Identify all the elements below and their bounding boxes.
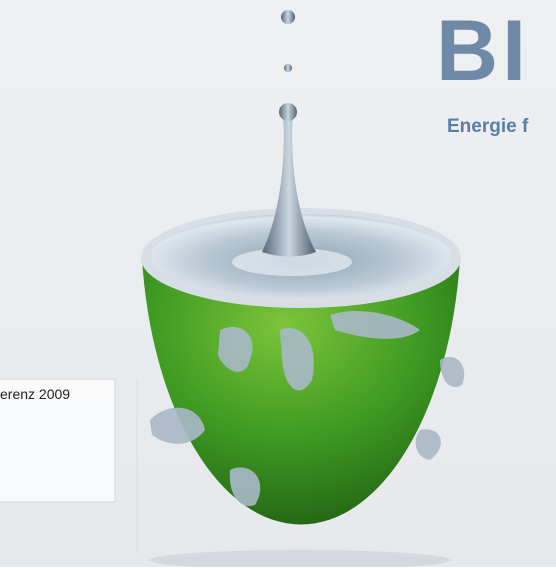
globe [141, 10, 465, 570]
continents [150, 310, 465, 506]
splash-column [262, 115, 316, 257]
ripple [232, 248, 352, 276]
tagline: Energie f [447, 116, 529, 137]
shadow [150, 550, 450, 570]
info-panel: erenz 2009 [0, 378, 138, 553]
logo: BI [436, 3, 530, 99]
drop [281, 10, 295, 24]
drop [279, 103, 297, 121]
panel-box [0, 378, 116, 503]
drop [284, 64, 292, 72]
panel-text: erenz 2009 [0, 386, 70, 402]
